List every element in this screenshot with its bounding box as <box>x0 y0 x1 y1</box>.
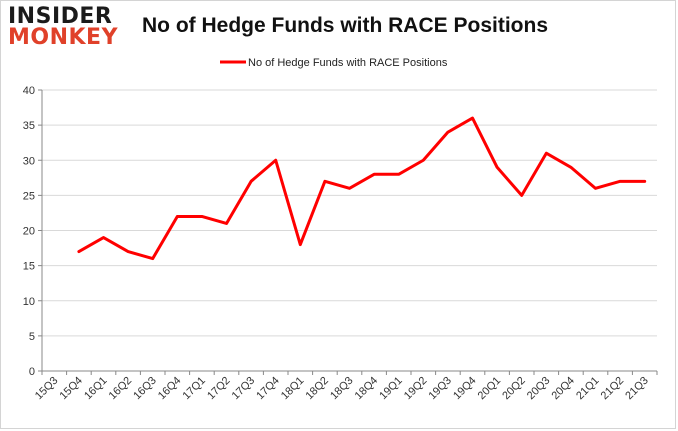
y-tick-label: 30 <box>23 155 35 167</box>
series-layer <box>77 116 647 261</box>
x-tick-label: 18Q2 <box>303 375 331 403</box>
y-tick-label: 40 <box>23 85 35 97</box>
x-tick-label: 18Q4 <box>353 375 381 403</box>
y-tick-label: 20 <box>23 226 35 238</box>
y-tick-label: 0 <box>29 366 35 378</box>
x-axis-ticks: 15Q315Q416Q116Q216Q316Q417Q117Q217Q317Q4… <box>33 371 658 403</box>
x-tick-label: 15Q3 <box>33 375 61 403</box>
x-tick-label: 21Q2 <box>599 375 627 403</box>
y-tick-label: 10 <box>23 296 35 308</box>
logo-line-1: INSIDER <box>8 4 113 29</box>
y-tick-label: 25 <box>23 190 35 202</box>
legend: No of Hedge Funds with RACE Positions <box>220 57 448 69</box>
y-tick-label: 15 <box>23 261 35 273</box>
x-tick-label: 19Q3 <box>426 375 454 403</box>
x-tick-label: 16Q4 <box>156 375 184 403</box>
gridlines <box>41 89 657 372</box>
series-line <box>77 116 647 261</box>
x-tick-label: 21Q1 <box>574 375 602 403</box>
x-tick-label: 21Q3 <box>623 375 651 403</box>
x-tick-label: 20Q3 <box>525 375 553 403</box>
x-tick-label: 17Q2 <box>205 375 233 403</box>
legend-label: No of Hedge Funds with RACE Positions <box>248 57 448 69</box>
insider-monkey-logo: INSIDER MONKEY <box>8 6 126 54</box>
x-tick-label: 16Q2 <box>107 375 135 403</box>
x-tick-label: 17Q4 <box>254 375 282 403</box>
x-tick-label: 16Q1 <box>82 375 110 403</box>
x-tick-label: 17Q3 <box>230 375 258 403</box>
x-tick-label: 18Q3 <box>328 375 356 403</box>
x-tick-label: 19Q1 <box>377 375 405 403</box>
x-tick-label: 19Q2 <box>402 375 430 403</box>
logo-line-2: MONKEY <box>8 25 119 50</box>
x-tick-label: 15Q4 <box>57 375 85 403</box>
x-tick-label: 20Q1 <box>476 375 504 403</box>
y-tick-label: 5 <box>29 331 35 343</box>
x-tick-label: 19Q4 <box>451 375 479 403</box>
x-tick-label: 17Q1 <box>180 375 208 403</box>
chart-title: No of Hedge Funds with RACE Positions <box>142 14 548 37</box>
x-tick-label: 18Q1 <box>279 375 307 403</box>
y-axis-ticks: 0 5 10 15 20 25 30 35 40 <box>23 85 42 378</box>
x-tick-label: 20Q2 <box>500 375 528 403</box>
x-tick-label: 16Q3 <box>131 375 159 403</box>
x-tick-label: 20Q4 <box>549 375 577 403</box>
y-tick-label: 35 <box>23 120 35 132</box>
